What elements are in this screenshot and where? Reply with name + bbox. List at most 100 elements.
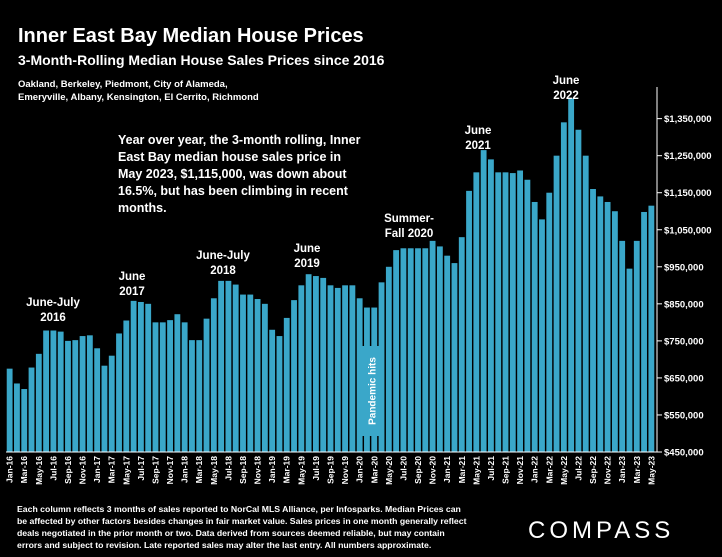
y-tick-label: $1,350,000 — [664, 114, 712, 125]
bar — [94, 348, 101, 452]
bar — [619, 240, 626, 452]
bar — [451, 263, 458, 452]
bar — [72, 340, 79, 452]
x-tick-label: Nov-21 — [515, 456, 525, 485]
bar — [604, 201, 611, 452]
bar — [101, 365, 108, 452]
x-tick-label: Nov-19 — [340, 456, 350, 485]
bar — [422, 248, 429, 452]
pandemic-marker — [362, 346, 384, 436]
y-tick-label: $1,150,000 — [664, 188, 712, 199]
x-tick-label: Sep-16 — [63, 456, 73, 484]
bar — [641, 211, 647, 452]
x-tick-label: May-19 — [296, 456, 306, 485]
x-tick-label: Nov-17 — [165, 456, 175, 485]
annotation-line: 2016 — [40, 312, 66, 324]
bar — [145, 303, 152, 452]
x-tick-label: Jul-22 — [573, 456, 583, 481]
annotation-peak-2017: June 2017 — [110, 270, 154, 300]
bar — [436, 246, 443, 452]
bar — [568, 98, 575, 453]
bar — [648, 205, 655, 452]
bar — [524, 179, 531, 452]
bar — [342, 285, 349, 452]
x-tick-label: May-23 — [646, 456, 656, 485]
x-tick-label: Jan-23 — [617, 456, 627, 483]
bar — [466, 190, 472, 452]
bar — [495, 172, 502, 452]
bar — [488, 159, 494, 452]
annotation-line: June-July — [26, 297, 80, 309]
x-tick-label: Mar-20 — [369, 456, 379, 484]
footnote-line: deals negotiated in the prior month or t… — [17, 528, 445, 538]
x-tick-label: Sep-19 — [326, 456, 336, 484]
bar — [196, 340, 203, 452]
annotation-line: Summer- — [384, 213, 434, 225]
bar — [254, 299, 261, 452]
x-tick-label: Jan-18 — [180, 456, 190, 483]
bar — [218, 280, 225, 452]
bar — [575, 129, 582, 452]
annotation-peak-2016: June-July 2016 — [25, 296, 81, 326]
bar — [116, 333, 122, 452]
chart-subtitle: 3-Month-Rolling Median House Sales Price… — [18, 52, 385, 68]
annotation-line: June — [118, 271, 146, 283]
bar — [444, 255, 451, 452]
x-tick-label: May-22 — [559, 456, 569, 485]
bar — [334, 287, 341, 452]
bar — [28, 367, 35, 452]
x-tick-label: Jul-16 — [48, 456, 58, 481]
bar — [108, 355, 115, 452]
bar — [298, 285, 305, 452]
bar — [560, 122, 567, 452]
bar — [79, 336, 86, 452]
x-tick-label: Jul-20 — [398, 456, 408, 481]
bar — [407, 248, 414, 452]
bar — [312, 276, 319, 452]
x-tick-label: Jul-18 — [223, 456, 233, 481]
x-tick-label: Nov-20 — [428, 456, 438, 485]
annotation-line: June — [293, 243, 321, 255]
bar — [203, 318, 210, 452]
x-tick-label: Sep-22 — [588, 456, 598, 484]
bar-series — [6, 98, 655, 453]
annotation-line: 2017 — [119, 286, 145, 298]
bar — [320, 277, 327, 452]
annotation-peak-2021: June 2021 — [456, 124, 500, 154]
x-tick-label: Mar-19 — [282, 456, 292, 484]
footnote-line: Each column reflects 3 months of sales r… — [17, 504, 461, 514]
annotation-line: June — [464, 125, 492, 137]
x-tick-label: Jan-20 — [355, 456, 365, 483]
y-tick-label: $750,000 — [664, 336, 704, 347]
bar — [189, 340, 195, 452]
bar — [247, 294, 254, 452]
x-tick-label: Jul-17 — [136, 456, 146, 481]
x-axis: Jan-16 Mar-16 May-16 Jul-16 Sep-16 Nov-16 Jan-… — [5, 451, 657, 485]
bar — [291, 300, 297, 452]
annotation-peak-2020: Summer- Fall 2020 — [380, 212, 438, 242]
bar — [502, 172, 509, 452]
y-tick-label: $1,050,000 — [664, 225, 712, 236]
x-tick-label: May-16 — [34, 456, 44, 485]
bar — [539, 219, 545, 452]
bar — [159, 322, 166, 452]
y-tick-label: $450,000 — [664, 448, 704, 459]
bar — [276, 336, 283, 452]
bar — [21, 389, 28, 452]
y-tick-label: $850,000 — [664, 299, 704, 310]
x-tick-label: Mar-21 — [457, 456, 467, 484]
bar — [240, 294, 246, 452]
bar — [626, 268, 633, 452]
x-tick-label: Sep-20 — [413, 456, 423, 484]
bar — [65, 340, 71, 452]
y-tick-label: $550,000 — [664, 410, 704, 421]
bar — [137, 301, 144, 452]
bar — [57, 331, 64, 452]
footnote-line: be affected by other factors besides cha… — [17, 516, 467, 526]
bar — [590, 189, 596, 453]
bar — [582, 155, 589, 452]
x-tick-label: Jan-21 — [442, 456, 452, 483]
annotation-line: Fall 2020 — [384, 228, 434, 240]
bar — [597, 196, 604, 452]
